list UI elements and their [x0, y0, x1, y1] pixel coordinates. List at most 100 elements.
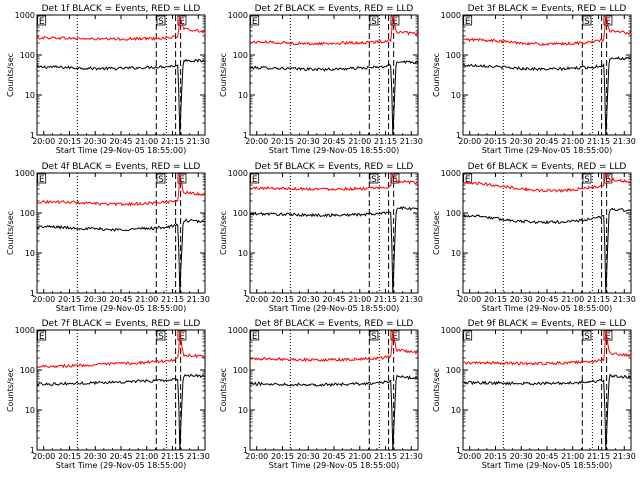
chart-panel-7: Det 7f BLACK = Events, RED = LLD 1 10 100 10… — [6, 319, 210, 470]
event-marker-box — [369, 15, 379, 26]
x-tick-label: 21:00 — [135, 137, 158, 146]
y-axis-label: Counts/sec — [219, 53, 228, 97]
event-marker-label: S — [158, 175, 164, 185]
event-marker-box — [37, 15, 47, 26]
y-tick-label: 10 — [25, 249, 35, 258]
chart-panel-2: Det 2f BLACK = Events, RED = LLD 1 10 100 10… — [219, 4, 423, 155]
x-tick-label: 20:30 — [84, 137, 107, 146]
y-tick-label: 100 — [20, 366, 35, 375]
events-series-line — [36, 218, 206, 294]
event-marker-label: E — [605, 332, 611, 342]
x-tick-label: 20:00 — [32, 137, 55, 146]
chart-panel-1: Det 1f BLACK = Events, RED = LLD 1 10 100 10… — [6, 4, 210, 155]
y-tick-label: 1 — [456, 131, 461, 140]
x-tick-label: 21:30 — [187, 137, 210, 146]
x-tick-label: 20:00 — [458, 295, 481, 304]
y-tick-label: 10 — [238, 91, 248, 100]
event-marker-label: E — [252, 332, 258, 342]
y-tick-label: 1 — [30, 446, 35, 455]
x-tick-label: 20:15 — [484, 452, 507, 461]
x-tick-label: 21:00 — [561, 137, 584, 146]
y-tick-label: 1 — [243, 446, 248, 455]
x-tick-label: 20:15 — [484, 137, 507, 146]
chart-title: Det 7f BLACK = Events, RED = LLD — [42, 319, 201, 329]
event-marker-box — [582, 15, 592, 26]
events-series-line — [462, 207, 632, 294]
event-marker-box — [37, 330, 47, 341]
chart-title: Det 9f BLACK = Events, RED = LLD — [468, 319, 627, 329]
y-axis-label: Counts/sec — [432, 368, 441, 412]
y-tick-label: 100 — [20, 51, 35, 60]
y-tick-label: 1000 — [228, 326, 248, 335]
y-axis-label: Counts/sec — [6, 368, 15, 412]
x-axis-label: Start Time (29-Nov-05 18:55:00) — [269, 461, 399, 470]
x-tick-label: 21:15 — [161, 452, 184, 461]
lld-series-line — [249, 14, 419, 46]
y-tick-label: 10 — [238, 249, 248, 258]
x-tick-label: 20:15 — [58, 452, 81, 461]
x-tick-label: 21:00 — [561, 452, 584, 461]
y-tick-label: 1000 — [228, 11, 248, 20]
chart-title: Det 8f BLACK = Events, RED = LLD — [255, 319, 414, 329]
event-marker-label: E — [392, 332, 398, 342]
x-tick-label: 20:30 — [297, 137, 320, 146]
event-marker-label: E — [605, 17, 611, 27]
events-series-line — [249, 60, 419, 136]
x-axis-label: Start Time (29-Nov-05 18:55:00) — [482, 304, 612, 313]
event-marker-label: S — [158, 17, 164, 27]
event-marker-box — [250, 330, 260, 341]
x-tick-label: 21:15 — [374, 137, 397, 146]
lld-series-line — [462, 14, 631, 46]
x-axis-label: Start Time (29-Nov-05 18:55:00) — [482, 461, 612, 470]
x-tick-label: 21:00 — [135, 295, 158, 304]
chart-panel-9: Det 9f BLACK = Events, RED = LLD 1 10 100 10… — [432, 319, 636, 470]
x-tick-label: 20:45 — [322, 452, 345, 461]
y-tick-label: 100 — [233, 209, 248, 218]
event-marker-label: S — [158, 332, 164, 342]
x-tick-label: 21:00 — [348, 295, 371, 304]
lld-series-line — [462, 329, 632, 366]
y-tick-label: 100 — [20, 209, 35, 218]
y-tick-label: 10 — [25, 91, 35, 100]
y-tick-label: 100 — [233, 366, 248, 375]
event-marker-box — [37, 173, 47, 184]
event-marker-box — [603, 173, 613, 184]
event-marker-box — [603, 330, 613, 341]
y-tick-label: 1000 — [15, 169, 35, 178]
y-axis-label: Counts/sec — [219, 368, 228, 412]
event-marker-box — [369, 173, 379, 184]
x-tick-label: 21:15 — [587, 295, 610, 304]
y-tick-label: 1 — [30, 289, 35, 298]
lld-series-line — [249, 171, 419, 192]
lld-series-line — [462, 171, 632, 193]
event-marker-label: E — [465, 17, 471, 27]
x-tick-label: 21:15 — [587, 137, 610, 146]
events-series-line — [36, 58, 206, 136]
x-tick-label: 21:00 — [135, 452, 158, 461]
event-marker-box — [369, 330, 379, 341]
event-marker-label: E — [179, 17, 185, 27]
chart-title: Det 5f BLACK = Events, RED = LLD — [255, 162, 414, 172]
x-tick-label: 21:15 — [374, 295, 397, 304]
event-marker-label: E — [465, 332, 471, 342]
x-axis-label: Start Time (29-Nov-05 18:55:00) — [56, 146, 186, 155]
y-axis-label: Counts/sec — [432, 53, 441, 97]
chart-panel-8: Det 8f BLACK = Events, RED = LLD 1 10 100 10… — [219, 319, 423, 470]
x-tick-label: 20:45 — [322, 137, 345, 146]
chart-panel-4: Det 4f BLACK = Events, RED = LLD 1 10 100 10… — [6, 162, 210, 313]
x-tick-label: 21:30 — [613, 295, 636, 304]
x-tick-label: 20:15 — [58, 295, 81, 304]
event-marker-box — [463, 15, 473, 26]
x-axis-label: Start Time (29-Nov-05 18:55:00) — [56, 304, 186, 313]
event-marker-label: E — [179, 175, 185, 185]
y-tick-label: 100 — [446, 209, 461, 218]
event-marker-label: E — [179, 332, 185, 342]
events-series-line — [462, 373, 632, 451]
y-tick-label: 10 — [451, 91, 461, 100]
event-marker-box — [463, 330, 473, 341]
y-tick-label: 10 — [25, 406, 35, 415]
event-marker-label: E — [605, 175, 611, 185]
event-marker-label: E — [392, 175, 398, 185]
x-tick-label: 20:30 — [510, 137, 533, 146]
